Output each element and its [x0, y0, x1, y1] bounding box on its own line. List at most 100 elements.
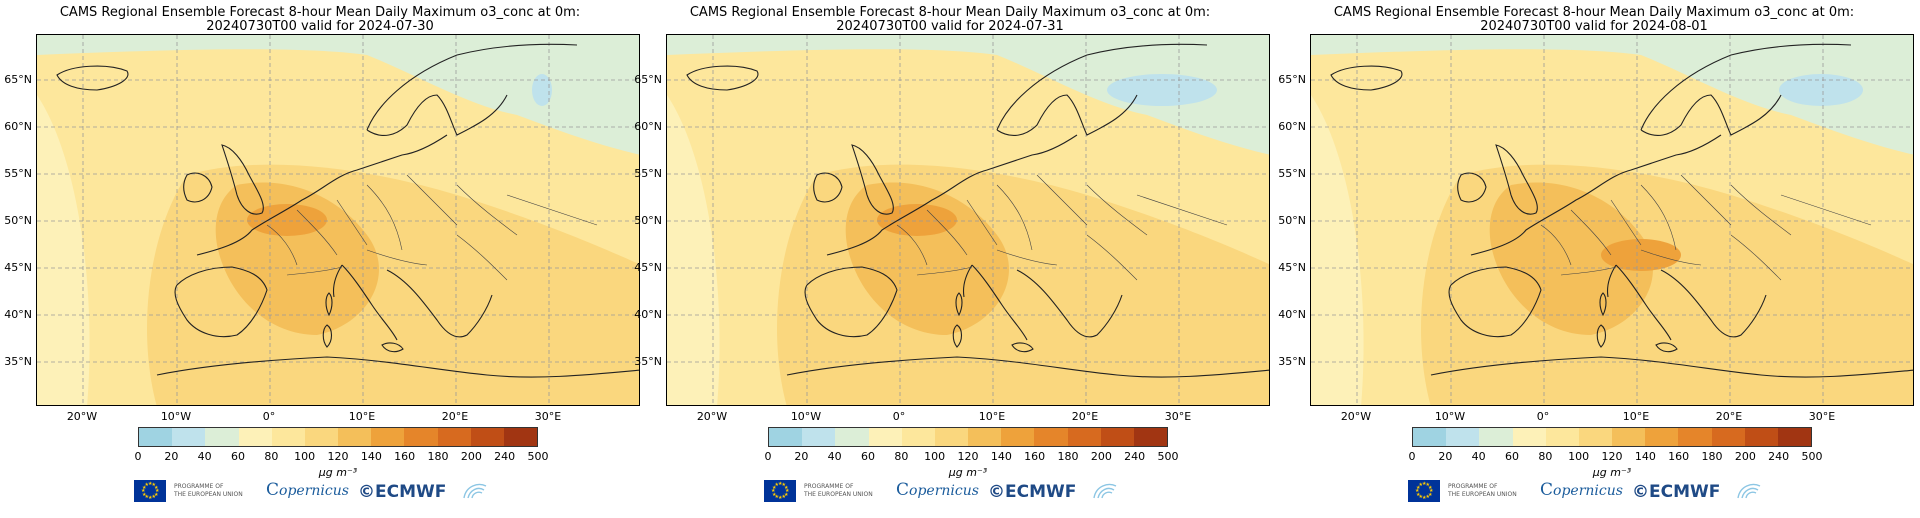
colorbar-swatch [437, 428, 471, 446]
lat-label: 60°N [1278, 120, 1306, 133]
colorbar-swatch [271, 428, 305, 446]
lon-label: 10°E [1622, 410, 1650, 423]
copernicus-text: opernicus [279, 483, 349, 499]
colorbar-tick-label: 80 [894, 450, 909, 463]
lat-label: 55°N [1278, 167, 1306, 180]
eu-programme-text: PROGRAMME OF THE EUROPEAN UNION [1448, 483, 1517, 499]
colorbar [1412, 427, 1812, 447]
colorbar-tick-label: 140 [360, 450, 382, 463]
country-borders [266, 174, 598, 281]
panel-title-line1: CAMS Regional Ensemble Forecast 8-hour M… [59, 5, 581, 20]
colorbar-tick-label: 120 [327, 450, 349, 463]
ecmwf-text: ECMWF [1005, 482, 1077, 502]
eu-programme-text: PROGRAMME OF THE EUROPEAN UNION [174, 483, 243, 499]
peak-ozone-area [877, 204, 957, 236]
colorbar-swatch [1001, 428, 1035, 446]
forecast-panel: CAMS Regional Ensemble Forecast 8-hour M… [0, 0, 640, 518]
forecast-panel: CAMS Regional Ensemble Forecast 8-hour M… [630, 0, 1270, 518]
colorbar-tick-label: 180 [1057, 450, 1079, 463]
ozone-map-canvas [37, 35, 639, 405]
eu-text-line2: THE EUROPEAN UNION [804, 491, 873, 498]
panel-title-line1: CAMS Regional Ensemble Forecast 8-hour M… [1333, 5, 1855, 20]
copernicus-text: opernicus [909, 483, 979, 499]
coastlines [686, 43, 1269, 378]
eu-flag-icon: ★ ★ ★ ★ ★ ★ ★ ★ ★ ★ ★ ★ [134, 480, 166, 502]
colorbar-tick-label: 20 [794, 450, 809, 463]
peak-ozone-area [1601, 239, 1681, 271]
panel-title-line1: CAMS Regional Ensemble Forecast 8-hour M… [689, 5, 1211, 20]
ecmwf-c-icon: © [988, 482, 1005, 502]
colorbar-tick-label: 500 [1801, 450, 1823, 463]
lon-label: 20°E [1715, 410, 1743, 423]
high-ozone-area [1489, 182, 1653, 335]
graticule [37, 35, 639, 405]
atlantic-band [37, 95, 90, 405]
very-low-ozone-area [1779, 74, 1863, 106]
colorbar-tick-label: 240 [1124, 450, 1146, 463]
eu-text-line1: PROGRAMME OF [174, 483, 224, 490]
colorbar-tick-label: 100 [924, 450, 946, 463]
colorbar-swatch [1100, 428, 1134, 446]
colorbar-swatch [1413, 428, 1447, 446]
lon-label: 30°E [1808, 410, 1836, 423]
copernicus-c-icon: C [896, 480, 910, 500]
colorbar-swatch [1711, 428, 1745, 446]
cams-logo-icon [1734, 480, 1794, 502]
ecmwf-text: ECMWF [1649, 482, 1721, 502]
panel-title-line2: 20240730T00 valid for 2024-08-01 [1480, 19, 1708, 34]
colorbar-tick-label: 160 [1668, 450, 1690, 463]
ecmwf-c-icon: © [358, 482, 375, 502]
colorbar-tick-label: 180 [427, 450, 449, 463]
lat-label: 50°N [634, 214, 662, 227]
colorbar-swatch [835, 428, 869, 446]
eu-text-line2: THE EUROPEAN UNION [174, 491, 243, 498]
copernicus-text: opernicus [1553, 483, 1623, 499]
lat-label: 55°N [4, 167, 32, 180]
lat-label: 45°N [4, 261, 32, 274]
colorbar-tick-label: 120 [957, 450, 979, 463]
lat-label: 40°N [4, 308, 32, 321]
colorbar [768, 427, 1168, 447]
lat-label: 40°N [634, 308, 662, 321]
eu-flag-icon: ★ ★ ★ ★ ★ ★ ★ ★ ★ ★ ★ ★ [764, 480, 796, 502]
eu-flag-icon: ★ ★ ★ ★ ★ ★ ★ ★ ★ ★ ★ ★ [1408, 480, 1440, 502]
ozone-map-canvas [1311, 35, 1913, 405]
panel-title-line2: 20240730T00 valid for 2024-07-30 [206, 19, 434, 34]
colorbar-tick-label: 500 [527, 450, 549, 463]
lat-label: 35°N [634, 355, 662, 368]
colorbar [138, 427, 538, 447]
colorbar-swatch [934, 428, 969, 446]
colorbar-tick-label: 80 [1538, 450, 1553, 463]
colorbar-swatch [802, 428, 836, 446]
colorbar-tick-label: 200 [460, 450, 482, 463]
logo-strip: ★ ★ ★ ★ ★ ★ ★ ★ ★ ★ ★ ★ PROGRAMME OF THE EUROPEAN U… [134, 480, 554, 504]
ozone-map [666, 34, 1270, 406]
eu-text-line2: THE EUROPEAN UNION [1448, 491, 1517, 498]
lon-label: 20°E [1071, 410, 1099, 423]
cams-logo-icon [1090, 480, 1150, 502]
colorbar-swatch [139, 428, 173, 446]
colorbar-tick-label: 0 [764, 450, 772, 463]
lon-label: 10°W [1434, 410, 1466, 423]
colorbar-swatch [1545, 428, 1579, 446]
ecmwf-c-icon: © [1632, 482, 1649, 502]
lat-label: 60°N [4, 120, 32, 133]
colorbar-swatch [503, 428, 538, 446]
colorbar-tick-label: 40 [197, 450, 212, 463]
colorbar-tick-label: 160 [1024, 450, 1046, 463]
eu-programme-text: PROGRAMME OF THE EUROPEAN UNION [804, 483, 873, 499]
ozone-map [1310, 34, 1914, 406]
colorbar-tick-label: 80 [264, 450, 279, 463]
colorbar-swatch [172, 428, 206, 446]
country-borders [1540, 174, 1872, 281]
ozone-map [36, 34, 640, 406]
lon-label: 10°W [790, 410, 822, 423]
colorbar-swatch [238, 428, 272, 446]
colorbar-swatch [1678, 428, 1712, 446]
colorbar-tick-label: 20 [1438, 450, 1453, 463]
forecast-panel: CAMS Regional Ensemble Forecast 8-hour M… [1274, 0, 1914, 518]
colorbar-tick-label: 200 [1090, 450, 1112, 463]
coastlines [56, 43, 639, 378]
colorbar-tick-label: 0 [1408, 450, 1416, 463]
colorbar-swatch [404, 428, 438, 446]
